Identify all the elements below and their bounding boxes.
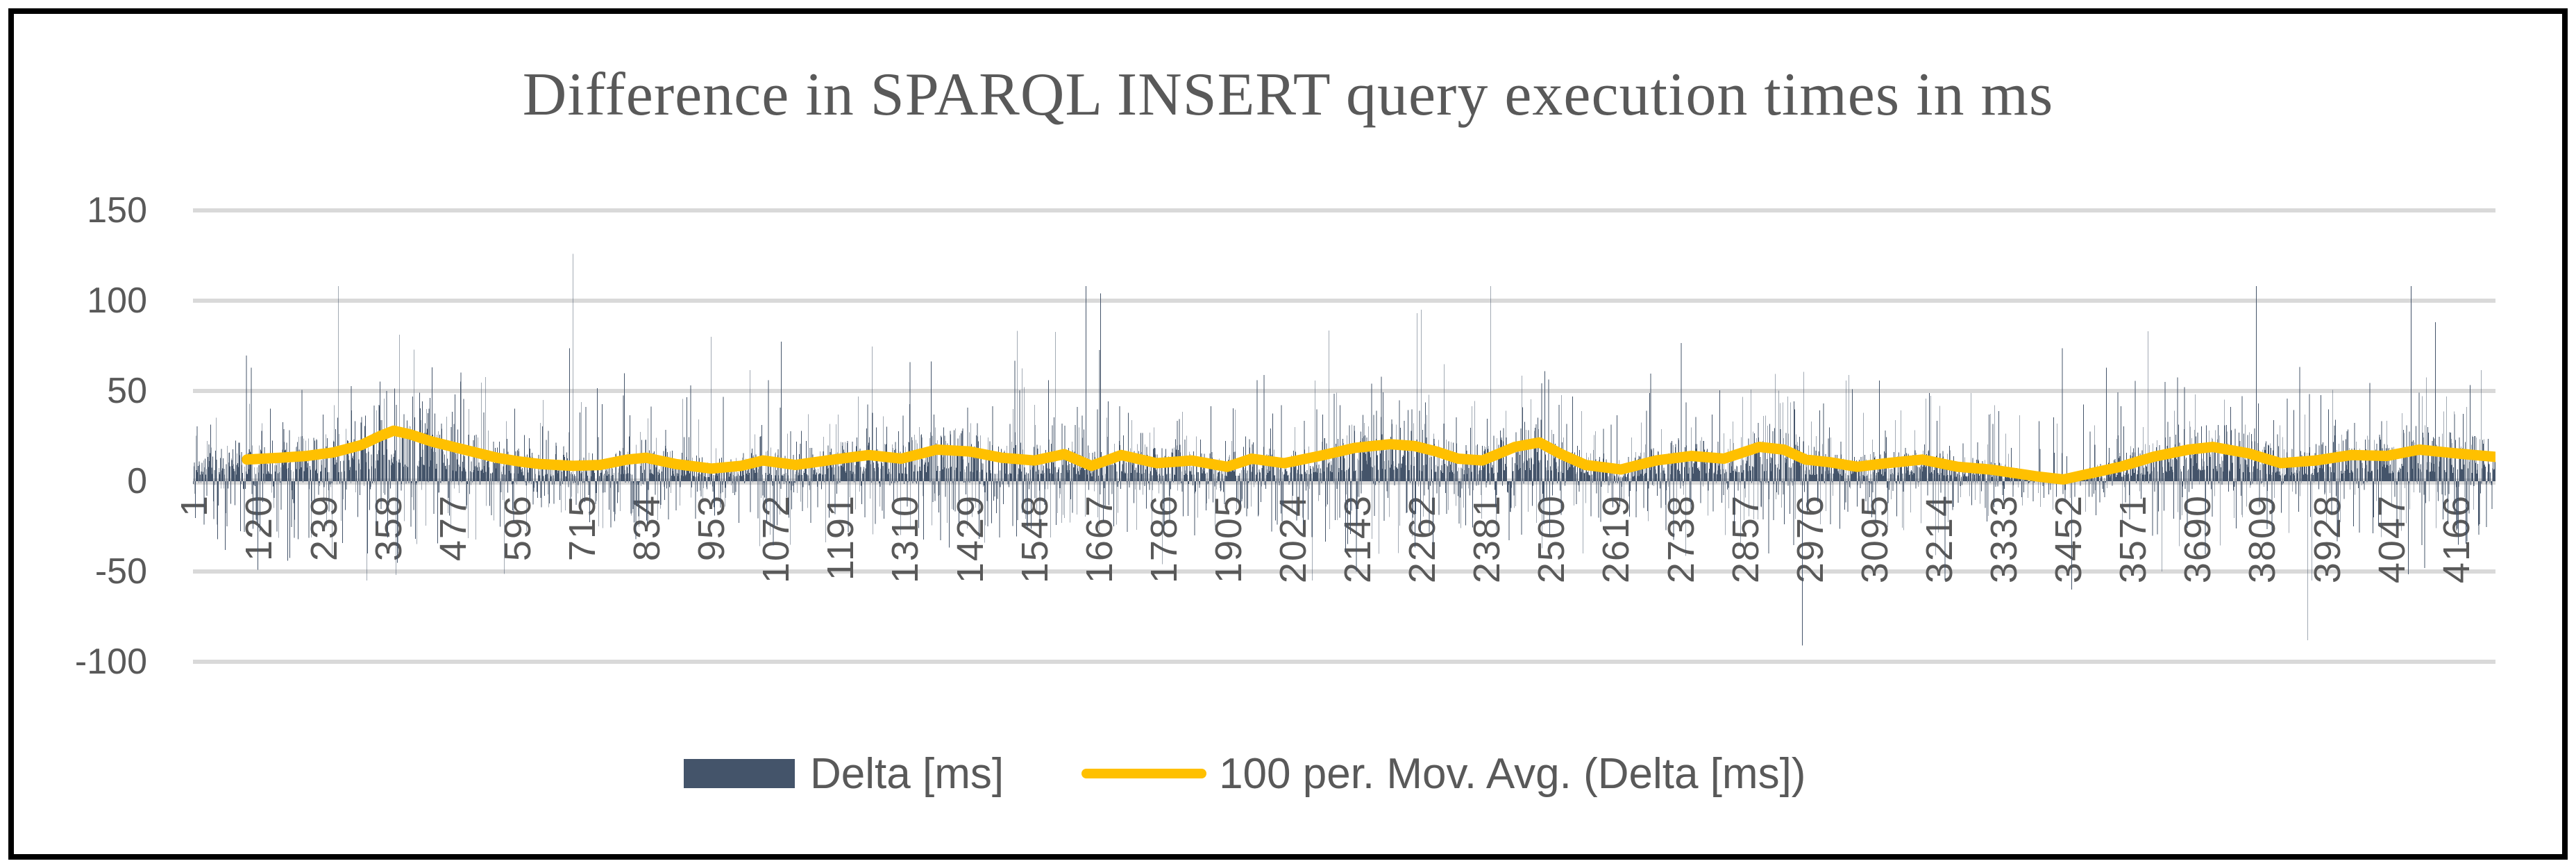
y-tick-label: -50 xyxy=(94,551,147,592)
y-tick-label: 150 xyxy=(87,190,147,231)
y-tick-label: 50 xyxy=(107,371,147,411)
plot-area xyxy=(193,253,2495,646)
bar-series-swatch xyxy=(684,759,795,788)
legend-item-moving-average: 100 per. Mov. Avg. (Delta [ms]) xyxy=(1081,749,1805,799)
line-series-swatch xyxy=(1081,769,1207,778)
legend-label-moving-average: 100 per. Mov. Avg. (Delta [ms]) xyxy=(1219,749,1806,798)
gridline-100 xyxy=(193,299,2495,303)
moving-average-line xyxy=(242,425,2495,485)
gridline-50 xyxy=(193,389,2495,393)
gridline-0 xyxy=(193,478,2495,485)
legend: Delta [ms] 100 per. Mov. Avg. (Delta [ms… xyxy=(684,744,1805,803)
legend-label-delta: Delta [ms] xyxy=(810,749,1004,798)
legend-item-delta: Delta [ms] xyxy=(684,749,1004,799)
chart-title: Difference in SPARQL INSERT query execut… xyxy=(522,61,2054,128)
gridline--100 xyxy=(193,660,2495,664)
y-tick-label: -100 xyxy=(74,642,147,682)
y-tick-label: 100 xyxy=(87,281,147,321)
y-tick-label: 0 xyxy=(127,461,147,501)
gridline-150 xyxy=(193,208,2495,212)
gridline--50 xyxy=(193,569,2495,574)
